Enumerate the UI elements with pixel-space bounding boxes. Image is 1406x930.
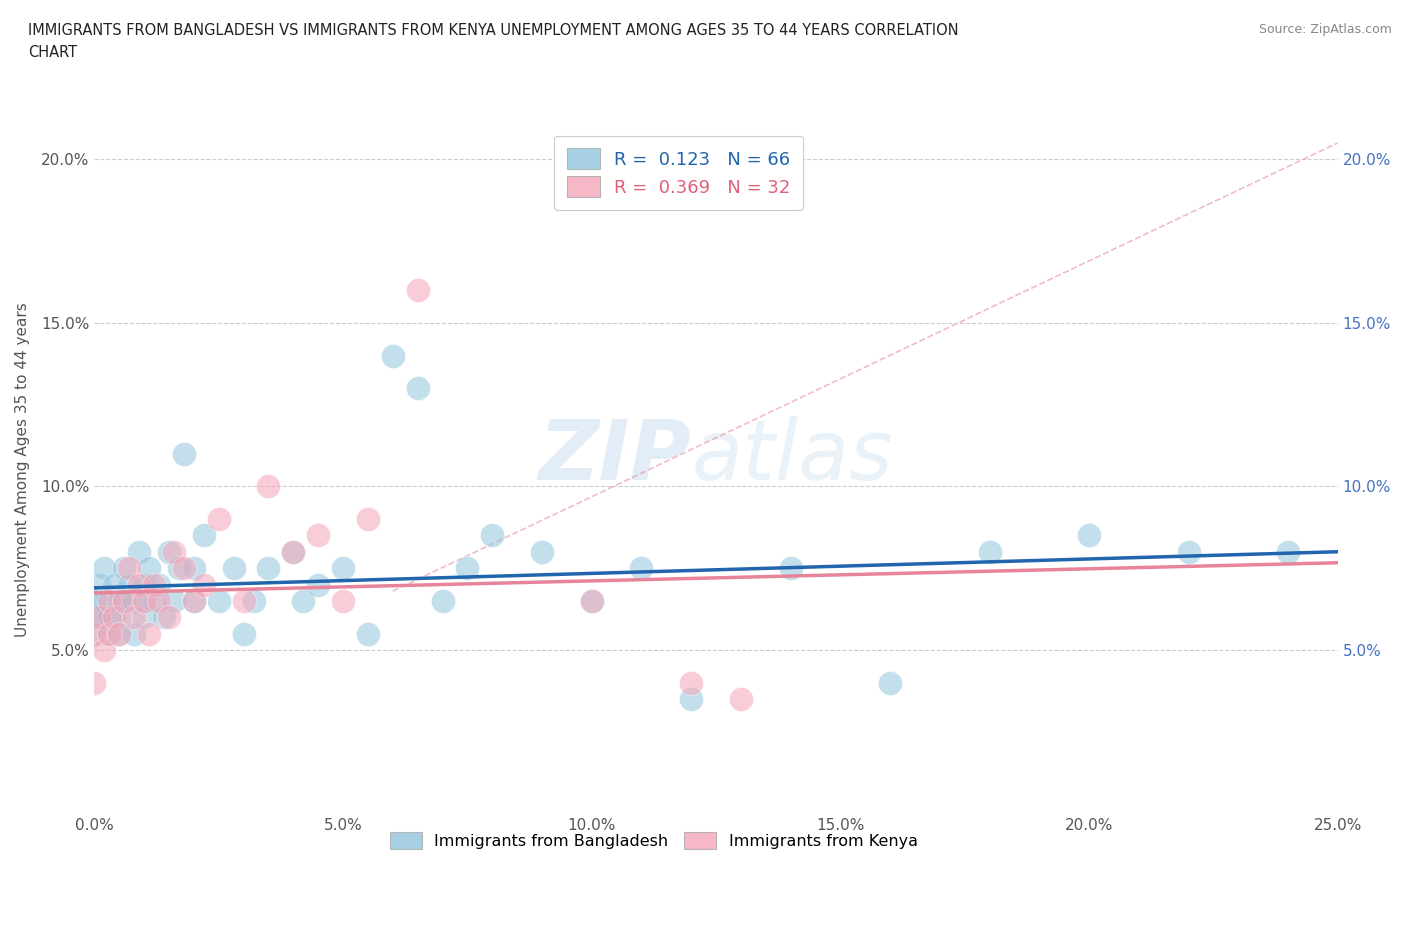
Point (108, 626, 131, 641)
Text: Source: ZipAtlas.com: Source: ZipAtlas.com (1258, 23, 1392, 36)
Point (98, 610, 121, 625)
Point (979, 544, 1001, 559)
Point (98, 593, 121, 608)
Point (630, 561, 652, 576)
Point (148, 593, 170, 608)
Point (193, 578, 215, 592)
Point (143, 578, 166, 592)
Point (681, 692, 703, 707)
Point (456, 561, 478, 576)
Point (83, 593, 105, 608)
Point (1277, 544, 1299, 559)
Point (122, 610, 145, 625)
Point (108, 610, 131, 625)
Text: ZIP: ZIP (538, 416, 692, 497)
Point (83, 626, 105, 641)
Point (138, 626, 160, 641)
Point (128, 544, 150, 559)
Text: atlas: atlas (692, 416, 893, 497)
Point (163, 593, 186, 608)
Point (183, 593, 205, 608)
Point (83, 626, 105, 641)
Point (730, 692, 752, 707)
Point (132, 593, 155, 608)
Point (112, 593, 135, 608)
Text: IMMIGRANTS FROM BANGLADESH VS IMMIGRANTS FROM KENYA UNEMPLOYMENT AMONG AGES 35 T: IMMIGRANTS FROM BANGLADESH VS IMMIGRANTS… (28, 23, 959, 60)
Point (193, 528, 215, 543)
Point (242, 593, 264, 608)
Point (173, 446, 195, 461)
Point (283, 544, 305, 559)
Point (292, 593, 315, 608)
Point (118, 561, 141, 576)
Point (103, 578, 125, 592)
Point (132, 610, 155, 625)
Point (307, 578, 329, 592)
Point (89, 610, 111, 625)
Point (93, 593, 115, 608)
Point (89, 578, 111, 592)
Y-axis label: Unemployment Among Ages 35 to 44 years: Unemployment Among Ages 35 to 44 years (15, 302, 30, 637)
Point (143, 593, 166, 608)
Point (122, 626, 145, 641)
Point (122, 593, 145, 608)
Point (581, 593, 603, 608)
Point (307, 528, 329, 543)
Point (222, 561, 245, 576)
Point (183, 593, 205, 608)
Point (381, 348, 404, 363)
Point (108, 593, 131, 608)
Legend: Immigrants from Bangladesh, Immigrants from Kenya: Immigrants from Bangladesh, Immigrants f… (381, 825, 927, 857)
Point (112, 593, 135, 608)
Point (481, 528, 503, 543)
Point (153, 610, 176, 625)
Point (163, 544, 186, 559)
Point (98, 626, 121, 641)
Point (98, 626, 121, 641)
Point (232, 626, 254, 641)
Point (148, 578, 170, 592)
Point (128, 578, 150, 592)
Point (103, 610, 125, 625)
Point (93, 561, 115, 576)
Point (1177, 544, 1199, 559)
Point (581, 593, 603, 608)
Point (108, 626, 131, 641)
Point (283, 544, 305, 559)
Point (332, 561, 354, 576)
Point (83, 675, 105, 690)
Point (89, 610, 111, 625)
Point (257, 561, 280, 576)
Point (332, 593, 354, 608)
Point (112, 561, 135, 576)
Point (432, 593, 454, 608)
Point (257, 479, 280, 494)
Point (406, 380, 429, 395)
Point (167, 561, 190, 576)
Point (83, 610, 105, 625)
Point (118, 578, 141, 592)
Point (157, 544, 180, 559)
Point (779, 561, 801, 576)
Point (93, 643, 115, 658)
Point (208, 593, 231, 608)
Point (183, 561, 205, 576)
Point (681, 675, 703, 690)
Point (406, 283, 429, 298)
Point (357, 626, 380, 641)
Point (357, 512, 380, 526)
Point (232, 593, 254, 608)
Point (132, 593, 155, 608)
Point (138, 561, 160, 576)
Point (879, 675, 901, 690)
Point (530, 544, 553, 559)
Point (1078, 528, 1101, 543)
Point (208, 512, 231, 526)
Point (173, 561, 195, 576)
Point (132, 578, 155, 592)
Point (157, 610, 180, 625)
